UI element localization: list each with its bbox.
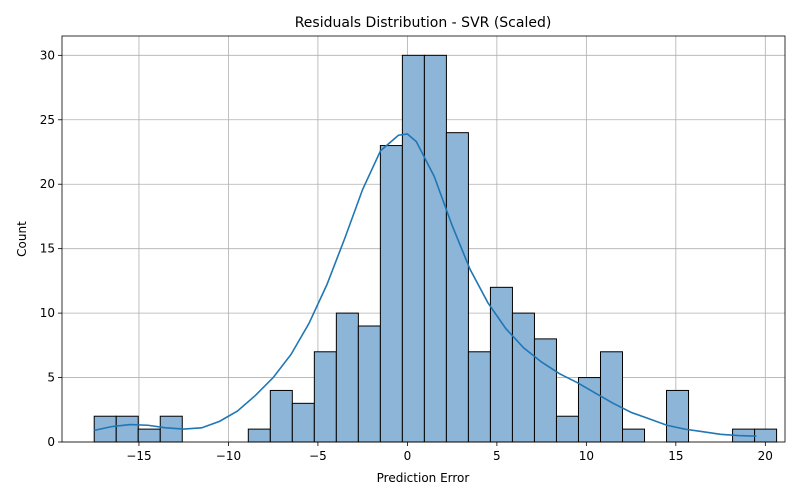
histogram-bar <box>247 428 271 443</box>
histogram-bar <box>313 351 337 443</box>
histogram-bar <box>555 415 579 443</box>
histogram-bar <box>445 132 469 443</box>
histogram-bar <box>622 428 646 443</box>
y-axis-label: Count <box>15 221 29 257</box>
histogram-bar <box>269 389 293 443</box>
histogram-bar <box>467 351 491 443</box>
x-axis-ticks: −15 −10 −5 0 5 10 15 20 <box>126 442 773 463</box>
y-tick-label: 5 <box>47 371 55 385</box>
y-tick-label: 15 <box>40 242 55 256</box>
histogram-bar <box>401 54 425 443</box>
x-tick-label: 10 <box>579 449 594 463</box>
histogram-bar <box>533 338 557 443</box>
histogram-bar <box>291 402 315 443</box>
y-tick-label: 25 <box>40 113 55 127</box>
x-tick-label: 5 <box>493 449 501 463</box>
y-tick-label: 0 <box>47 435 55 449</box>
histogram-bar <box>379 145 403 443</box>
kde-curve <box>94 133 757 437</box>
x-tick-label: 20 <box>758 449 773 463</box>
y-axis-ticks: 0 5 10 15 20 25 30 <box>40 48 62 449</box>
plot-area-frame <box>61 35 786 443</box>
x-tick-label: −5 <box>309 449 327 463</box>
histogram-bars <box>93 54 778 443</box>
histogram-bar <box>357 325 381 443</box>
histogram-bar <box>511 312 535 443</box>
histogram-bar <box>599 351 624 443</box>
x-axis-label: Prediction Error <box>377 471 470 485</box>
x-tick-label: 15 <box>668 449 683 463</box>
histogram-bar <box>137 428 161 443</box>
histogram-bar <box>335 312 359 443</box>
chart-title: Residuals Distribution - SVR (Scaled) <box>295 15 552 31</box>
y-tick-label: 30 <box>40 48 55 62</box>
x-tick-label: −15 <box>126 449 151 463</box>
y-tick-label: 20 <box>40 177 55 191</box>
x-tick-label: 0 <box>404 449 412 463</box>
x-tick-label: −10 <box>216 449 241 463</box>
histogram-bar <box>423 54 447 443</box>
histogram-bar <box>754 428 778 443</box>
y-tick-label: 10 <box>40 306 55 320</box>
histogram-bar <box>666 389 690 443</box>
histogram-bar <box>577 377 601 443</box>
histogram-bar <box>115 415 139 443</box>
